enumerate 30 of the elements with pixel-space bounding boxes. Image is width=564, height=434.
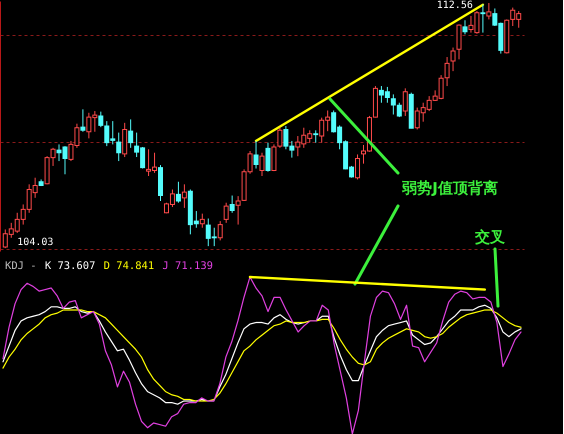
- candlestick: [313, 130, 318, 144]
- candlestick: [265, 142, 270, 172]
- candlestick: [230, 195, 235, 214]
- annotation: 交叉: [474, 228, 505, 246]
- candlestick: [128, 118, 134, 148]
- legend-title: KDJ -: [5, 260, 37, 272]
- annotation: 112.56: [436, 0, 473, 12]
- text: K 73.607: [44, 260, 96, 272]
- candlestick: [218, 220, 223, 241]
- candlestick: [402, 88, 408, 116]
- candlestick: [200, 213, 205, 228]
- candlestick: [80, 108, 86, 132]
- candlestick: [480, 4, 486, 34]
- candlestick: [462, 20, 468, 35]
- candlestick: [224, 202, 229, 224]
- candlestick: [116, 132, 122, 162]
- annotation: 104.03: [17, 237, 54, 248]
- candlestick: [450, 47, 456, 72]
- candlestick: [486, 2, 492, 20]
- candlestick: [444, 56, 450, 87]
- candlestick: [182, 184, 187, 208]
- candlestick: [254, 140, 259, 170]
- candlestick: [271, 144, 276, 172]
- candlestick: [176, 181, 181, 204]
- text: D 74.841: [104, 260, 154, 272]
- annotation: 弱势J值顶背离: [401, 179, 498, 197]
- candlestick: [355, 154, 360, 180]
- text: J 71.139: [162, 260, 213, 272]
- candlestick: [260, 152, 264, 176]
- candlestick: [277, 127, 282, 148]
